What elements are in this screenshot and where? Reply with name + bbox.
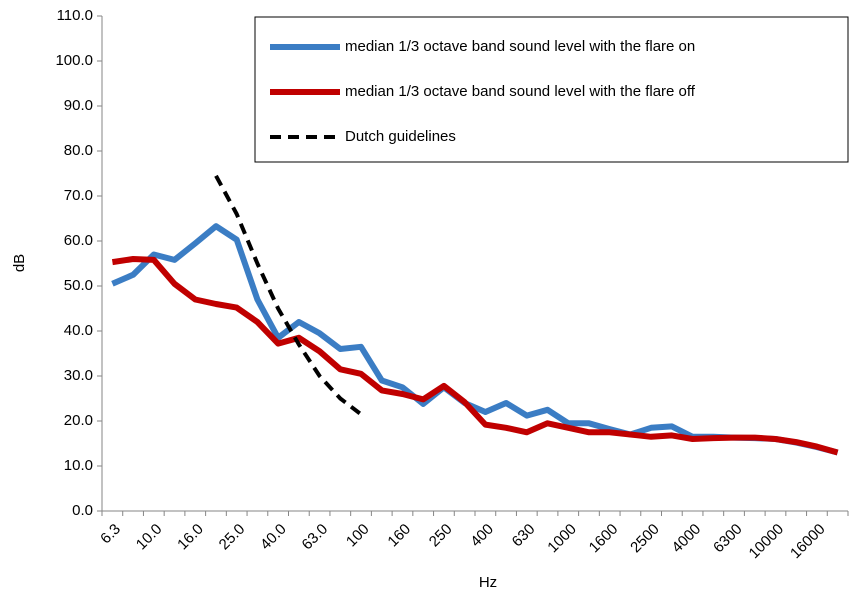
x-tick-label: 6300 bbox=[710, 521, 746, 557]
series-line bbox=[111, 256, 839, 456]
legend-label: median 1/3 octave band sound level with … bbox=[345, 83, 696, 100]
x-tick-label: 400 bbox=[467, 521, 497, 551]
legend-box bbox=[254, 16, 849, 163]
x-tick-label: 160 bbox=[384, 521, 414, 551]
y-tick-label: 60.0 bbox=[64, 232, 93, 249]
y-tick-label: 100.0 bbox=[55, 52, 93, 69]
x-tick-label: 1000 bbox=[544, 521, 580, 557]
y-tick-label: 40.0 bbox=[64, 322, 93, 339]
x-axis-label: Hz bbox=[479, 574, 497, 591]
y-tick-label: 80.0 bbox=[64, 142, 93, 159]
x-tick-label: 6.3 bbox=[97, 521, 124, 548]
x-tick-label: 250 bbox=[426, 521, 456, 551]
x-tick-label: 1600 bbox=[586, 521, 622, 557]
x-tick-label: 16000 bbox=[787, 521, 829, 563]
legend-label: median 1/3 octave band sound level with … bbox=[345, 38, 695, 55]
x-tick-label: 16.0 bbox=[174, 521, 207, 554]
legend-label: Dutch guidelines bbox=[345, 128, 456, 145]
x-tick-label: 40.0 bbox=[257, 521, 290, 554]
x-tick-label: 630 bbox=[509, 521, 539, 551]
x-tick-label: 10000 bbox=[746, 521, 788, 563]
y-tick-label: 30.0 bbox=[64, 367, 93, 384]
y-tick-label: 110.0 bbox=[57, 7, 93, 24]
y-tick-label: 20.0 bbox=[64, 412, 93, 429]
y-tick-label: 0.0 bbox=[72, 502, 93, 519]
y-tick-label: 70.0 bbox=[64, 187, 93, 204]
x-tick-label: 25.0 bbox=[216, 521, 249, 554]
y-axis-label: dB bbox=[11, 254, 28, 272]
x-tick-label: 63.0 bbox=[299, 521, 332, 554]
y-tick-label: 90.0 bbox=[64, 97, 93, 114]
y-tick-label: 10.0 bbox=[64, 457, 93, 474]
x-tick-label: 100 bbox=[343, 521, 373, 551]
series-line bbox=[214, 174, 363, 416]
x-tick-label: 10.0 bbox=[133, 521, 166, 554]
y-tick-label: 50.0 bbox=[64, 277, 93, 294]
x-tick-label: 2500 bbox=[627, 521, 663, 557]
x-tick-label: 4000 bbox=[669, 521, 705, 557]
series-line bbox=[111, 223, 839, 456]
